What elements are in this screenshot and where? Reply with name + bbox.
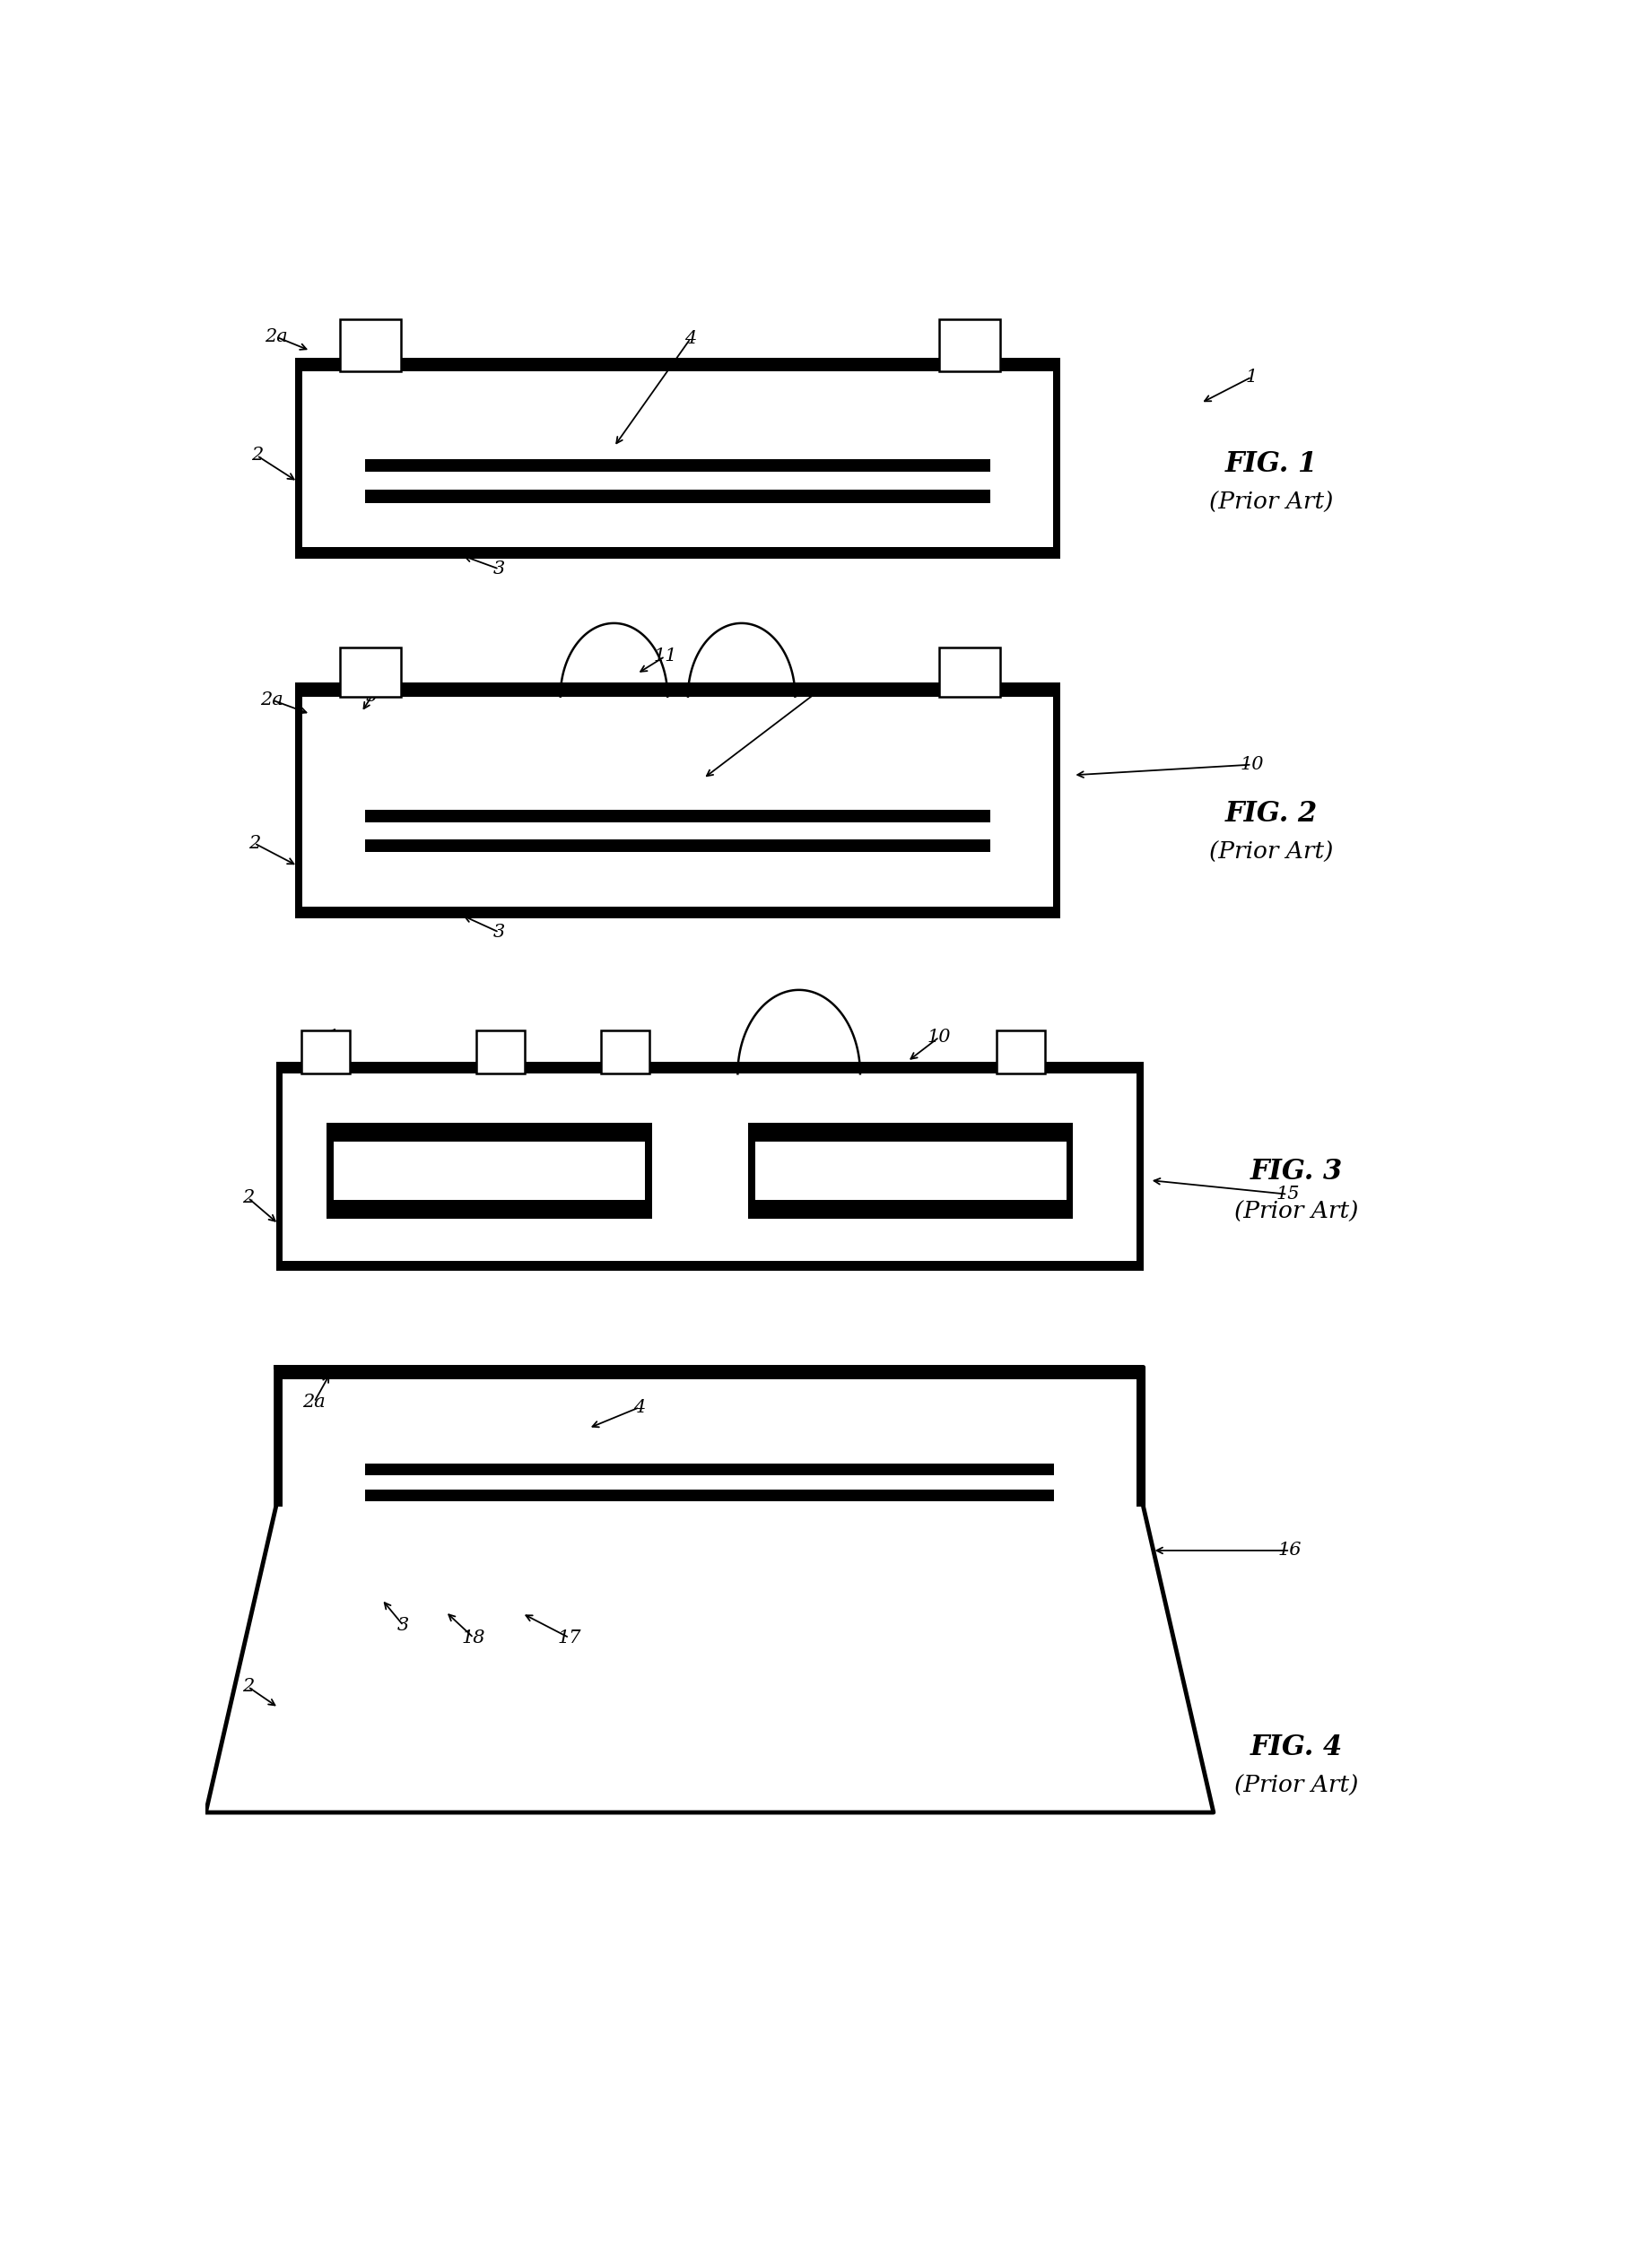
- Text: 11: 11: [653, 649, 677, 665]
- Bar: [277, 1368, 283, 1506]
- Text: 2a: 2a: [265, 329, 288, 345]
- Text: 2: 2: [242, 1188, 253, 1207]
- Bar: [997, 1030, 1045, 1073]
- Bar: [365, 458, 991, 503]
- Text: 4: 4: [811, 683, 825, 701]
- Text: 5: 5: [372, 329, 384, 345]
- Bar: [365, 810, 991, 853]
- Text: 16: 16: [1279, 1542, 1302, 1558]
- Polygon shape: [206, 1368, 1213, 1812]
- Text: 2: 2: [249, 835, 260, 853]
- Bar: [295, 907, 1060, 919]
- Text: 4: 4: [685, 331, 696, 347]
- Text: 3: 3: [494, 923, 505, 941]
- Bar: [645, 1123, 652, 1218]
- Bar: [1137, 1061, 1144, 1270]
- Bar: [747, 1200, 1073, 1218]
- Text: 5: 5: [365, 687, 377, 705]
- Bar: [1137, 1368, 1144, 1506]
- Text: 2a: 2a: [303, 1393, 326, 1411]
- Bar: [365, 1463, 1053, 1476]
- Text: 1: 1: [1246, 367, 1258, 386]
- Bar: [277, 1061, 1144, 1073]
- Bar: [1053, 683, 1060, 919]
- Text: FIG. 1: FIG. 1: [1225, 451, 1317, 479]
- Text: 18: 18: [463, 1628, 486, 1647]
- Bar: [1053, 358, 1060, 558]
- Text: 15: 15: [1276, 1186, 1299, 1202]
- Bar: [476, 1030, 525, 1073]
- Bar: [295, 358, 1060, 558]
- Text: 4: 4: [634, 1399, 645, 1415]
- Bar: [295, 358, 303, 558]
- Bar: [295, 358, 1060, 372]
- Bar: [277, 1261, 1144, 1270]
- Bar: [295, 683, 303, 919]
- Bar: [940, 649, 1001, 696]
- Text: 2a: 2a: [260, 692, 283, 708]
- Bar: [747, 1123, 1073, 1141]
- Bar: [365, 458, 991, 472]
- Bar: [328, 1123, 334, 1218]
- Text: 10: 10: [1239, 755, 1264, 773]
- Bar: [295, 683, 1060, 696]
- Text: (Prior Art): (Prior Art): [1208, 841, 1333, 864]
- Text: 2: 2: [250, 447, 263, 465]
- Bar: [295, 547, 1060, 558]
- Bar: [328, 1123, 652, 1141]
- Bar: [365, 839, 991, 853]
- Bar: [365, 490, 991, 503]
- Bar: [328, 1123, 652, 1218]
- Bar: [301, 1030, 351, 1073]
- Bar: [365, 810, 991, 823]
- Bar: [277, 1368, 1144, 1379]
- Text: (Prior Art): (Prior Art): [1234, 1776, 1358, 1799]
- Text: 2: 2: [242, 1678, 253, 1694]
- Bar: [601, 1030, 650, 1073]
- Bar: [339, 649, 402, 696]
- Bar: [747, 1123, 1073, 1218]
- Text: (Prior Art): (Prior Art): [1234, 1200, 1358, 1222]
- Bar: [277, 1061, 1144, 1270]
- Bar: [365, 1463, 1053, 1501]
- Text: FIG. 2: FIG. 2: [1225, 801, 1317, 828]
- Bar: [295, 683, 1060, 919]
- Text: FIG. 4: FIG. 4: [1249, 1735, 1343, 1762]
- Text: 1: 1: [328, 1030, 339, 1046]
- Bar: [747, 1123, 756, 1218]
- Bar: [328, 1200, 652, 1218]
- Bar: [940, 320, 1001, 372]
- Text: 10: 10: [927, 1030, 951, 1046]
- Text: (Prior Art): (Prior Art): [1208, 492, 1333, 515]
- Bar: [1067, 1123, 1073, 1218]
- Text: 17: 17: [558, 1628, 581, 1647]
- Bar: [365, 1490, 1053, 1501]
- Text: 3: 3: [494, 560, 505, 578]
- Bar: [277, 1061, 283, 1270]
- Text: 3: 3: [398, 1617, 410, 1635]
- Text: FIG. 3: FIG. 3: [1249, 1157, 1343, 1186]
- Bar: [339, 320, 402, 372]
